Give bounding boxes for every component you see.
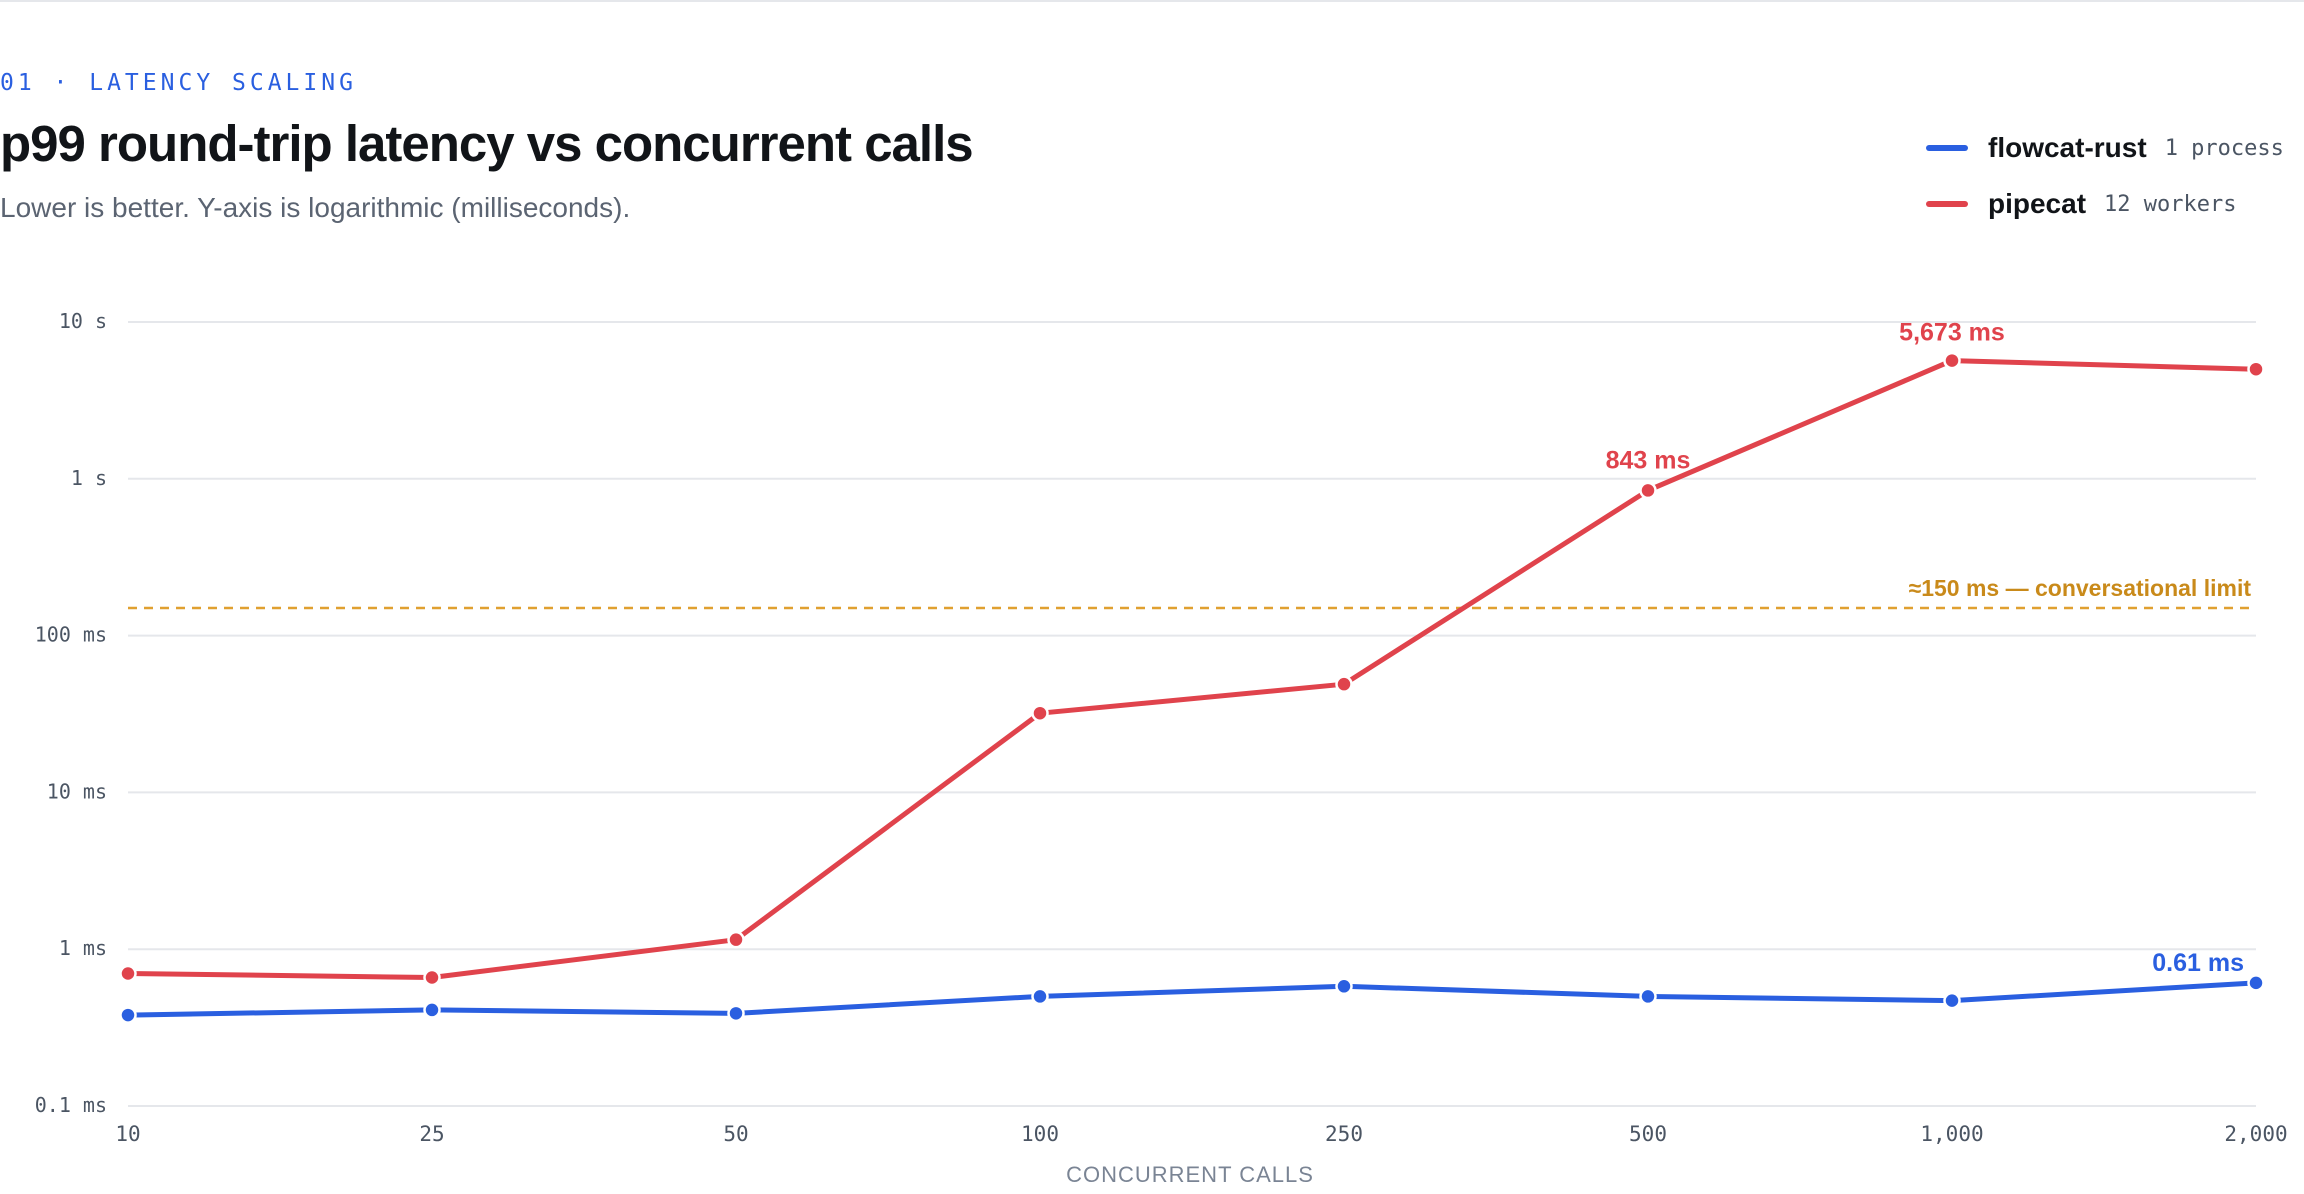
top-divider: [0, 0, 2304, 2]
x-tick-label: 100: [1021, 1122, 1059, 1146]
data-point-flowcat-rust: [1943, 991, 1961, 1010]
x-tick-label: 1,000: [1920, 1122, 1983, 1146]
data-point-pipecat: [119, 964, 137, 983]
data-point-pipecat: [423, 968, 441, 987]
y-tick-label: 1 s: [71, 466, 107, 490]
x-tick-label: 250: [1325, 1122, 1363, 1146]
data-point-pipecat: [1335, 675, 1353, 693]
data-label: 5,673 ms: [1899, 319, 2005, 347]
section-eyebrow: 01 · LATENCY SCALING: [0, 70, 357, 96]
data-point-flowcat-rust: [423, 1001, 441, 1019]
reference-line-label: ≈150 ms — conversational limit: [1909, 575, 2252, 601]
data-point-flowcat-rust: [119, 1006, 137, 1024]
data-point-flowcat-rust: [727, 1004, 745, 1023]
data-point-flowcat-rust: [1639, 987, 1657, 1006]
data-label: 843 ms: [1606, 446, 1691, 474]
chart-subtitle: Lower is better. Y-axis is logarithmic (…: [0, 192, 631, 223]
y-tick-label: 0.1 ms: [35, 1093, 107, 1117]
legend-item-pipecat: pipecat 12 workers: [1926, 188, 2236, 220]
y-tick-label: 1 ms: [59, 936, 107, 960]
x-tick-label: 50: [723, 1122, 748, 1146]
legend-swatch-pipecat: [1926, 201, 1968, 207]
x-tick-label: 2,000: [2224, 1122, 2287, 1146]
y-tick-label: 100 ms: [35, 623, 107, 647]
data-point-pipecat: [2247, 360, 2265, 378]
data-point-pipecat: [1943, 351, 1961, 370]
legend-series-note: 1 process: [2164, 135, 2284, 161]
data-point-flowcat-rust: [1031, 987, 1049, 1006]
y-tick-label: 10 s: [59, 309, 107, 333]
data-point-flowcat-rust: [1335, 977, 1353, 996]
data-point-pipecat: [727, 930, 745, 949]
x-tick-label: 25: [419, 1122, 444, 1146]
x-tick-label: 500: [1629, 1122, 1667, 1146]
x-tick-label: 10: [115, 1122, 140, 1146]
data-point-flowcat-rust: [2247, 974, 2265, 992]
legend-series-note: 12 workers: [2104, 191, 2237, 217]
data-point-pipecat: [1031, 704, 1049, 722]
y-tick-label: 10 ms: [47, 779, 107, 803]
legend-series-name: flowcat-rust: [1988, 132, 2147, 163]
legend-series-name: pipecat: [1988, 188, 2087, 219]
series-line-pipecat: [125, 358, 2259, 980]
series-line-flowcat-rust: [125, 980, 2259, 1018]
legend-item-flowcat-rust: flowcat-rust 1 process: [1926, 132, 2284, 164]
data-label: 0.61 ms: [2152, 949, 2244, 977]
x-axis-title: CONCURRENT CALLS: [1066, 1162, 1314, 1187]
legend-swatch-flowcat-rust: [1926, 145, 1968, 151]
chart-title: p99 round-trip latency vs concurrent cal…: [0, 115, 974, 172]
data-point-pipecat: [1639, 481, 1657, 500]
